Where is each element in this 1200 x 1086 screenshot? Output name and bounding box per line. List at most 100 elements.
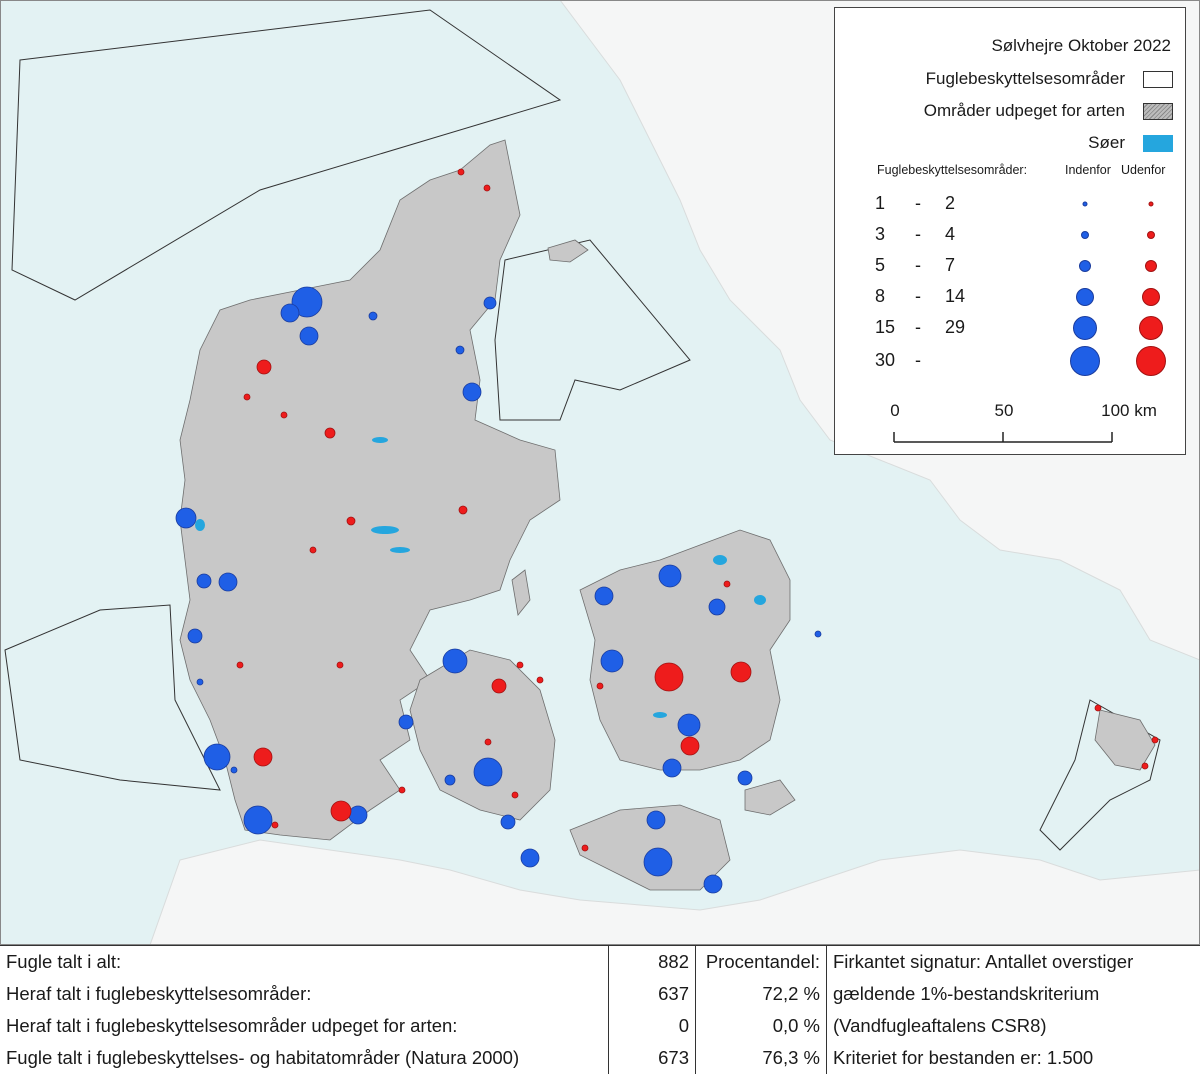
size-class-to: 2 — [945, 193, 956, 213]
observation-inside-marker — [187, 628, 203, 644]
outside-size-symbol — [1148, 201, 1154, 207]
observation-inside-marker — [677, 713, 701, 737]
observation-outside-marker — [581, 844, 589, 852]
size-class-from: 8 — [875, 286, 886, 306]
observation-inside-marker — [708, 598, 726, 616]
stats-note: Kriteriet for bestanden er: 1.500 — [826, 1042, 1189, 1074]
inside-size-symbol — [1079, 260, 1091, 272]
observation-outside-marker — [256, 359, 272, 375]
observation-inside-marker — [643, 847, 673, 877]
stats-pct: 72,2 % — [695, 978, 827, 1010]
observation-inside-marker — [600, 649, 624, 673]
size-class-dash: - — [915, 255, 921, 275]
observation-inside-marker — [594, 586, 614, 606]
observation-inside-marker — [703, 874, 723, 894]
legend-item-protection-areas: Fuglebeskyttelsesområder — [925, 69, 1125, 88]
observation-outside-marker — [484, 738, 492, 746]
observation-outside-marker — [1141, 762, 1149, 770]
outside-size-symbol — [1142, 288, 1160, 306]
observation-inside-marker — [203, 743, 231, 771]
stats-label: Fugle talt i alt: — [6, 951, 122, 972]
observation-inside-marker — [442, 648, 468, 674]
observation-inside-marker — [662, 758, 682, 778]
inside-size-symbol — [1073, 316, 1097, 340]
stats-table: Fugle talt i alt: 882 Procentandel: Firk… — [0, 946, 1189, 1074]
size-class-dash: - — [915, 286, 921, 306]
stats-row-total: Fugle talt i alt: 882 Procentandel: Firk… — [0, 946, 1189, 978]
lakes — [195, 437, 766, 718]
scale-label-50: 50 — [994, 401, 1014, 420]
swatch-protection-area — [1143, 71, 1173, 88]
size-class-from: 15 — [875, 317, 896, 337]
inside-size-symbol — [1082, 201, 1088, 207]
observation-outside-marker — [491, 678, 507, 694]
inside-size-symbol — [1070, 346, 1100, 376]
observation-outside-marker — [483, 184, 491, 192]
observation-outside-marker — [336, 661, 344, 669]
jutland — [179, 139, 561, 841]
observation-inside-marker — [348, 805, 368, 825]
inside-header: Indenfor — [1065, 163, 1111, 177]
moen — [744, 779, 796, 816]
observation-outside-marker — [654, 662, 684, 692]
observation-outside-marker — [680, 736, 700, 756]
observation-inside-marker — [280, 303, 300, 323]
stats-count: 882 — [608, 946, 696, 978]
stats-note: gældende 1%-bestandskriterium — [826, 978, 1189, 1010]
observation-outside-marker — [309, 546, 317, 554]
stats-note: (Vandfugleaftalens CSR8) — [826, 1010, 1189, 1042]
observation-inside-marker — [646, 810, 666, 830]
marine-protection-area-north — [11, 9, 562, 301]
outside-size-symbol — [1139, 316, 1163, 340]
observation-inside-marker — [462, 382, 482, 402]
size-class-dash: - — [915, 224, 921, 244]
marine-protection-area-west — [4, 604, 221, 791]
observation-outside-marker — [511, 791, 519, 799]
scale-label-100km: 100 km — [1101, 401, 1157, 420]
observation-inside-marker — [520, 848, 540, 868]
swatch-designated-area — [1143, 103, 1173, 120]
observation-inside-marker — [243, 805, 273, 835]
observation-outside-marker — [398, 786, 406, 794]
stats-label: Heraf talt i fuglebeskyttelsesområder: — [6, 983, 312, 1004]
observation-outside-marker — [536, 676, 544, 684]
observation-outside-marker — [1094, 704, 1102, 712]
outside-header: Udenfor — [1121, 163, 1166, 177]
observation-outside-marker — [596, 682, 604, 690]
observation-inside-marker — [473, 757, 503, 787]
observation-inside-marker — [737, 770, 753, 786]
stats-count: 0 — [608, 1010, 696, 1042]
stats-pct: Procentandel: — [695, 946, 827, 978]
observation-outside-marker — [457, 168, 465, 176]
legend-title: Sølvhejre Oktober 2022 — [991, 36, 1171, 55]
stats-panel: Fugle talt i alt: 882 Procentandel: Firk… — [0, 945, 1200, 1086]
observation-outside-marker — [346, 516, 356, 526]
observation-inside-marker — [455, 345, 465, 355]
observation-inside-marker — [218, 572, 238, 592]
size-header: Fuglebeskyttelsesområder: — [877, 163, 1028, 177]
scale-bar — [893, 432, 1113, 443]
size-class-from: 5 — [875, 255, 886, 275]
observation-outside-marker — [330, 800, 352, 822]
observation-outside-marker — [253, 747, 273, 767]
observation-outside-marker — [243, 393, 251, 401]
stats-count: 673 — [608, 1042, 696, 1074]
observation-inside-marker — [658, 564, 682, 588]
legend-item-lakes: Søer — [1088, 133, 1125, 152]
zealand — [579, 529, 791, 771]
legend-item-designated-areas: Områder udpeget for arten — [923, 101, 1125, 120]
observation-inside-marker — [368, 311, 378, 321]
outside-size-symbol — [1145, 260, 1157, 272]
observation-outside-marker — [730, 661, 752, 683]
stats-pct: 0,0 % — [695, 1010, 827, 1042]
germany-land — [149, 839, 1200, 945]
inside-size-symbol — [1081, 231, 1089, 239]
size-class-dash: - — [915, 350, 921, 370]
marine-protection-area-bornholm — [1039, 699, 1161, 851]
observation-outside-marker — [324, 427, 336, 439]
observation-inside-marker — [230, 766, 238, 774]
swatch-lakes — [1143, 135, 1173, 152]
observation-outside-marker — [271, 821, 279, 829]
observation-outside-marker — [516, 661, 524, 669]
size-class-to: 7 — [945, 255, 956, 275]
